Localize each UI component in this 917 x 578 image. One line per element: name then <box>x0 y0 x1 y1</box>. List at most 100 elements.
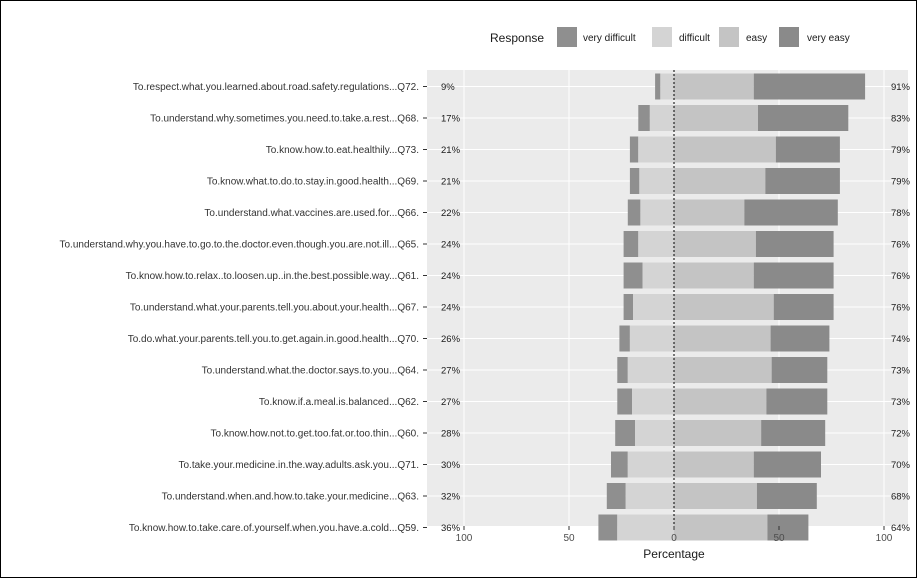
legend-swatch <box>557 27 577 47</box>
bar-easy <box>674 231 756 257</box>
legend-swatch <box>719 27 739 47</box>
right-percent: 64% <box>891 523 911 534</box>
legend-item-easy: easy <box>719 27 767 47</box>
bar-very-difficult <box>606 483 626 509</box>
bar-row-12 <box>611 451 821 478</box>
bar-very-difficult <box>627 199 641 226</box>
bar-difficult <box>638 231 674 257</box>
bar-very-difficult <box>623 231 639 257</box>
bar-easy <box>674 514 768 541</box>
left-percent: 24% <box>441 303 461 314</box>
bar-very-difficult <box>598 514 618 541</box>
left-percent: 30% <box>441 460 461 471</box>
legend-item-very-easy: very easy <box>779 27 850 47</box>
bar-row-8 <box>619 325 830 352</box>
legend-label: very easy <box>807 33 850 44</box>
row-label: To.know.what.to.do.to.stay.in.good.healt… <box>207 177 419 188</box>
left-percent: 9% <box>441 82 455 93</box>
bar-row-9 <box>617 357 828 383</box>
left-percent: 26% <box>441 334 461 345</box>
legend-title: Response <box>490 31 544 45</box>
bar-easy <box>674 357 772 383</box>
bar-easy <box>674 451 754 478</box>
bar-easy <box>674 262 754 289</box>
bar-row-3 <box>629 168 840 194</box>
bar-row-2 <box>629 136 840 163</box>
left-percent: 17% <box>441 114 461 125</box>
bar-very-difficult <box>611 451 628 478</box>
right-percent: 73% <box>891 397 911 408</box>
bar-row-0 <box>655 73 866 100</box>
legend-label: difficult <box>679 33 710 44</box>
x-axis-title: Percentage <box>643 547 705 561</box>
bar-very-easy <box>755 231 834 257</box>
legend-swatch <box>779 27 799 47</box>
bar-very-easy <box>773 294 834 320</box>
bar-easy <box>674 73 754 100</box>
bar-difficult <box>635 420 674 446</box>
bar-very-easy <box>753 451 821 478</box>
bar-easy <box>674 420 762 446</box>
bar-easy <box>674 168 766 194</box>
legend-swatch <box>652 27 672 47</box>
x-tick-label: 50 <box>563 533 575 544</box>
bar-very-easy <box>765 168 840 194</box>
x-tick-label: 100 <box>456 533 473 544</box>
bars <box>598 70 866 541</box>
row-label: To.understand.why.sometimes.you.need.to.… <box>150 114 419 125</box>
row-label: To.understand.what.vaccines.are.used.for… <box>204 208 419 219</box>
bar-row-1 <box>638 105 849 131</box>
bar-row-11 <box>615 420 826 446</box>
bar-row-5 <box>623 231 834 257</box>
row-labels: To.respect.what.you.learned.about.road.s… <box>60 82 427 534</box>
bar-very-difficult <box>617 357 628 383</box>
bar-row-10 <box>617 388 828 415</box>
bar-very-difficult <box>623 294 634 320</box>
right-percent: 79% <box>891 177 911 188</box>
legend-item-very-difficult: very difficult <box>557 27 636 47</box>
bar-row-7 <box>623 294 834 320</box>
bar-difficult <box>640 199 674 226</box>
bar-very-easy <box>775 136 840 163</box>
right-percent: 74% <box>891 334 911 345</box>
bar-very-difficult <box>629 136 639 163</box>
bar-difficult <box>642 262 674 289</box>
bar-difficult <box>633 294 674 320</box>
left-percent: 21% <box>441 177 461 188</box>
bar-very-easy <box>766 388 828 415</box>
left-percent: 28% <box>441 429 461 440</box>
bar-very-easy <box>771 357 828 383</box>
legend-item-difficult: difficult <box>652 27 710 47</box>
x-tick-label: 50 <box>773 533 785 544</box>
bar-very-easy <box>770 325 830 352</box>
left-percent: 24% <box>441 240 461 251</box>
bar-very-difficult <box>619 325 630 352</box>
bar-very-difficult <box>638 105 650 131</box>
bar-very-easy <box>761 420 826 446</box>
left-percent: 24% <box>441 271 461 282</box>
bar-very-easy <box>767 514 809 541</box>
right-percent: 91% <box>891 82 911 93</box>
left-percent: 21% <box>441 145 461 156</box>
left-percent: 27% <box>441 397 461 408</box>
bar-difficult <box>625 483 674 509</box>
bar-very-easy <box>753 262 834 289</box>
left-percent: 27% <box>441 366 461 377</box>
bar-easy <box>674 136 776 163</box>
right-percent: 76% <box>891 271 911 282</box>
bar-easy <box>674 388 767 415</box>
bar-difficult <box>649 105 674 131</box>
row-label: To.understand.why.you.have.to.go.to.the.… <box>60 240 420 251</box>
bar-very-difficult <box>623 262 643 289</box>
bar-very-difficult <box>655 73 661 100</box>
left-percent: 32% <box>441 492 461 503</box>
percent-labels: 9% 91% 17% 83% 21% 79% 21% 79% 22% 78% 24% 76% 24% 76… <box>441 82 911 534</box>
left-percent: 36% <box>441 523 461 534</box>
right-percent: 76% <box>891 303 911 314</box>
right-percent: 72% <box>891 429 911 440</box>
bar-easy <box>674 105 758 131</box>
right-percent: 79% <box>891 145 911 156</box>
bar-easy <box>674 483 757 509</box>
bar-very-easy <box>744 199 838 226</box>
